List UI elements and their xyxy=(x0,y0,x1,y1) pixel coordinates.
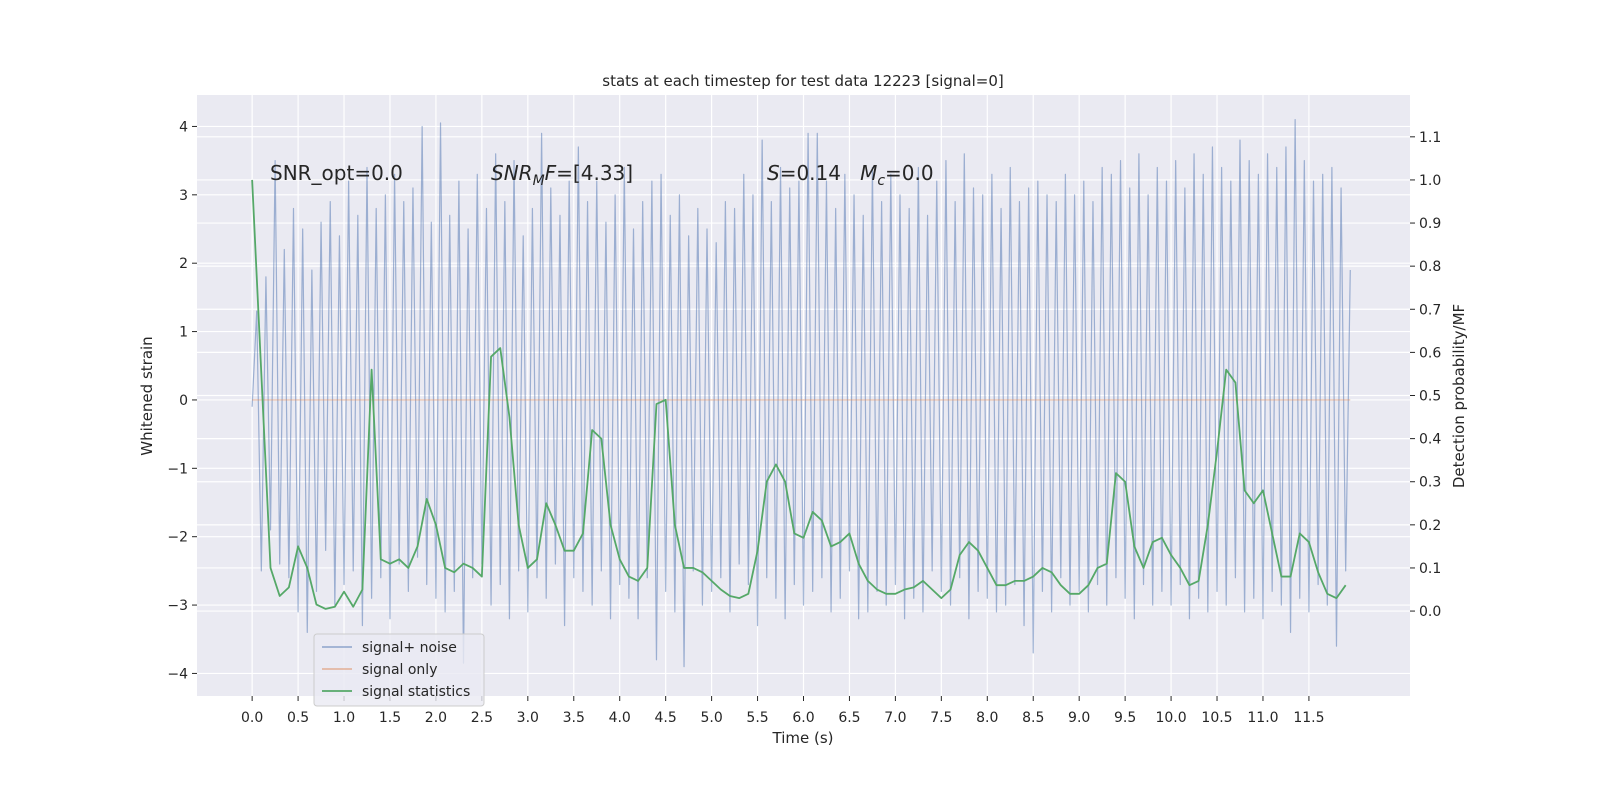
legend-label: signal only xyxy=(362,662,437,678)
x-tick-label: 3.0 xyxy=(517,710,539,726)
y2-tick-label: 0.2 xyxy=(1419,518,1441,534)
x-tick-label: 11.0 xyxy=(1247,710,1278,726)
y2-tick-label: 0.6 xyxy=(1419,345,1441,361)
annotation-part: M xyxy=(533,173,545,189)
x-tick-label: 4.0 xyxy=(609,710,631,726)
annotation-part: =[4.33] xyxy=(556,161,633,185)
x-tick-label: 1.5 xyxy=(379,710,401,726)
y2-tick-label: 0.1 xyxy=(1419,561,1441,577)
annotation: SNR_opt=0.0 xyxy=(270,161,403,185)
annotation-part: M xyxy=(860,161,877,185)
x-tick-label: 3.5 xyxy=(563,710,585,726)
y2-tick-label: 1.0 xyxy=(1419,173,1441,189)
x-tick-label: 5.0 xyxy=(700,710,722,726)
legend-label: signal+ noise xyxy=(362,640,457,656)
annotation-part: S xyxy=(767,161,780,185)
x-tick-label: 0.5 xyxy=(287,710,309,726)
y2-tick-label: 0.5 xyxy=(1419,389,1441,405)
y2-axis-label: Detection probability/MF xyxy=(1450,304,1468,488)
y-axis-label: Whitened strain xyxy=(138,336,156,455)
annotation-part: SNR xyxy=(491,161,533,185)
y-tick-label: −1 xyxy=(167,461,188,477)
legend-box xyxy=(313,633,485,707)
annotation-part: SNR_opt=0.0 xyxy=(270,161,403,185)
x-tick-label: 1.0 xyxy=(333,710,355,726)
y-tick-label: 3 xyxy=(179,188,188,204)
x-tick-label: 5.5 xyxy=(746,710,768,726)
x-axis-label: Time (s) xyxy=(772,729,834,747)
x-tick-label: 9.5 xyxy=(1114,710,1136,726)
y2-tick-label: 0.4 xyxy=(1419,432,1441,448)
x-tick-label: 8.0 xyxy=(976,710,998,726)
x-tick-label: 11.5 xyxy=(1293,710,1324,726)
series-line xyxy=(251,179,1347,610)
annotation-part: =0.0 xyxy=(885,161,934,185)
annotation: SNRMF=[4.33] xyxy=(491,161,633,189)
annotation-part: F xyxy=(545,161,557,185)
y2-tick-label: 0.0 xyxy=(1419,604,1441,620)
x-tick-label: 10.5 xyxy=(1201,710,1232,726)
y-tick-label: −3 xyxy=(167,598,188,614)
x-tick-label: 6.5 xyxy=(838,710,860,726)
x-tick-label: 7.5 xyxy=(930,710,952,726)
x-tick-label: 10.0 xyxy=(1155,710,1186,726)
x-tick-label: 6.0 xyxy=(792,710,814,726)
x-tick-label: 2.5 xyxy=(471,710,493,726)
y2-tick-label: 0.7 xyxy=(1419,302,1441,318)
y2-tick-label: 1.1 xyxy=(1419,130,1441,146)
chart-title: stats at each timestep for test data 122… xyxy=(602,72,1003,90)
annotation-part: =0.14 xyxy=(780,161,860,185)
x-tick-label: 2.0 xyxy=(425,710,447,726)
legend-label: signal statistics xyxy=(362,684,470,700)
y2-tick-label: 0.3 xyxy=(1419,475,1441,491)
annotation-part: c xyxy=(877,173,885,189)
y-tick-label: 4 xyxy=(179,119,188,135)
y-tick-label: −2 xyxy=(167,530,188,546)
x-tick-label: 7.0 xyxy=(884,710,906,726)
y-tick-label: 0 xyxy=(179,393,188,409)
y2-tick-label: 0.9 xyxy=(1419,216,1441,232)
annotation: S=0.14 Mc=0.0 xyxy=(767,161,934,189)
x-tick-label: 4.5 xyxy=(655,710,677,726)
y-tick-label: −4 xyxy=(167,666,188,682)
x-tick-label: 8.5 xyxy=(1022,710,1044,726)
x-tick-label: 9.0 xyxy=(1068,710,1090,726)
y-tick-label: 2 xyxy=(179,256,188,272)
y-tick-label: 1 xyxy=(179,325,188,341)
series-line xyxy=(251,119,1351,668)
y2-tick-label: 0.8 xyxy=(1419,259,1441,275)
x-tick-label: 0.0 xyxy=(241,710,263,726)
